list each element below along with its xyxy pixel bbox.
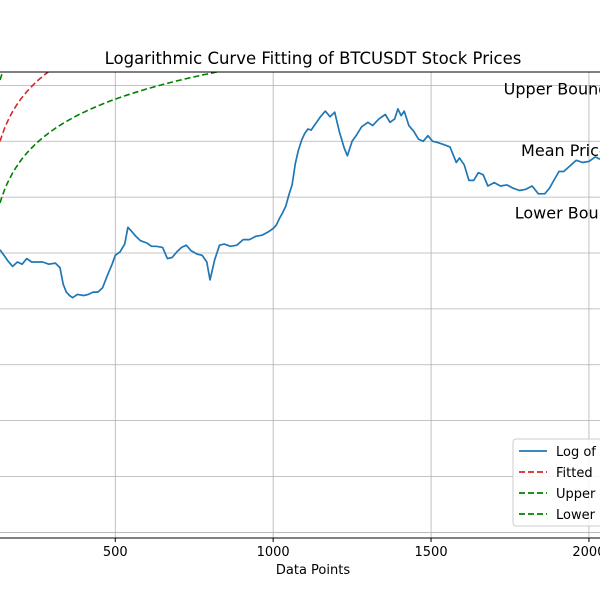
x-tick-label-500: 500 [103,545,128,560]
legend-box [512,438,600,527]
x-tick-label-1000: 1000 [257,545,290,560]
legend-label-2: Fitted [556,466,593,481]
legend-label-4: Lower [556,508,596,523]
plot-frame [0,71,600,539]
grid [0,72,600,538]
legend-label-3: Upper [556,487,596,502]
chart-title: Logarithmic Curve Fitting of BTCUSDT Sto… [105,49,522,68]
series-layer [0,72,600,299]
lower-bound-line [0,72,221,204]
annotation-upper-bound: Upper Bound [504,79,600,98]
annotation-mean-price: Mean Price [521,141,600,160]
legend: Log of Fitted Upper Lower [512,438,600,527]
x-axis-ticks: 500 1000 1500 2000 [103,538,600,560]
x-tick-label-2000: 2000 [572,545,600,560]
legend-label-1: Log of [556,445,596,460]
annotations: Upper Bound Mean Price Lower Bound [504,79,600,222]
annotation-lower-bound: Lower Bound [515,203,600,222]
price-log-line [0,108,600,299]
x-tick-label-1500: 1500 [415,545,448,560]
x-axis-label: Data Points [276,563,350,578]
